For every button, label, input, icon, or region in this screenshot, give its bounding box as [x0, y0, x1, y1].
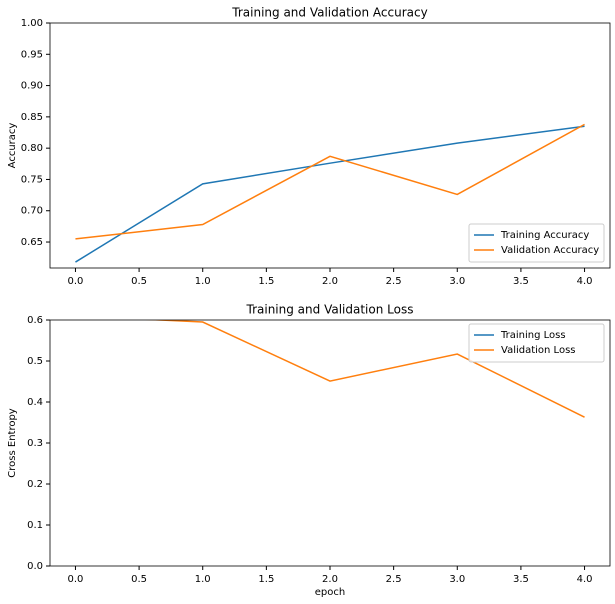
x-tick-label: 3.0: [449, 276, 465, 287]
axes-frame: [49, 319, 611, 567]
x-tick-label: 1.5: [258, 574, 274, 585]
y-tick-label: 0.90: [21, 81, 43, 92]
series-line: [144, 320, 585, 418]
x-tick-label: 2.0: [322, 276, 338, 287]
x-tick-label: 1.0: [195, 574, 211, 585]
chart-title: Training and Validation Loss: [246, 303, 414, 317]
legend-label: Training Loss: [500, 330, 566, 341]
y-tick-label: 1.00: [21, 18, 43, 29]
x-tick-label: 4.0: [577, 276, 593, 287]
legend-label: Validation Accuracy: [501, 245, 599, 256]
y-tick-label: 0.4: [27, 397, 43, 408]
x-tick-label: 2.5: [386, 276, 402, 287]
x-tick-label: 0.5: [131, 276, 147, 287]
x-tick-label: 3.0: [449, 574, 465, 585]
legend-label: Training Accuracy: [500, 230, 589, 241]
y-tick-label: 0.6: [27, 315, 43, 326]
y-tick-label: 0.5: [27, 356, 43, 367]
y-tick-label: 0.75: [21, 174, 43, 185]
y-tick-label: 0.85: [21, 112, 43, 123]
y-axis-label: Accuracy: [7, 123, 18, 169]
y-tick-label: 0.70: [21, 206, 43, 217]
x-tick-label: 0.0: [68, 276, 84, 287]
x-tick-label: 0.5: [131, 574, 147, 585]
plot-area: [144, 320, 585, 418]
y-tick-label: 0.65: [21, 237, 43, 248]
x-tick-label: 4.0: [577, 574, 593, 585]
y-tick-label: 0.80: [21, 143, 43, 154]
y-tick-label: 0.0: [27, 561, 43, 572]
legend-box: [468, 323, 605, 363]
chart-title: Training and Validation Accuracy: [231, 6, 427, 20]
y-tick-label: 0.1: [27, 520, 43, 531]
y-tick-label: 0.3: [27, 438, 43, 449]
legend-box: [468, 223, 605, 263]
x-tick-label: 0.0: [68, 574, 84, 585]
x-axis-label: epoch: [315, 587, 345, 598]
series-line: [75, 123, 585, 240]
axes-frame: [49, 22, 611, 269]
x-tick-label: 1.0: [195, 276, 211, 287]
y-axis-label: Cross Entropy: [7, 408, 18, 478]
x-tick-label: 3.5: [513, 276, 529, 287]
x-tick-label: 3.5: [513, 574, 529, 585]
x-tick-label: 1.5: [258, 276, 274, 287]
x-tick-label: 2.0: [322, 574, 338, 585]
y-tick-label: 0.95: [21, 49, 43, 60]
y-tick-label: 0.2: [27, 479, 43, 490]
plot-area: [75, 123, 585, 263]
series-line: [75, 125, 585, 263]
legend-label: Validation Loss: [501, 345, 576, 356]
x-tick-label: 2.5: [386, 574, 402, 585]
